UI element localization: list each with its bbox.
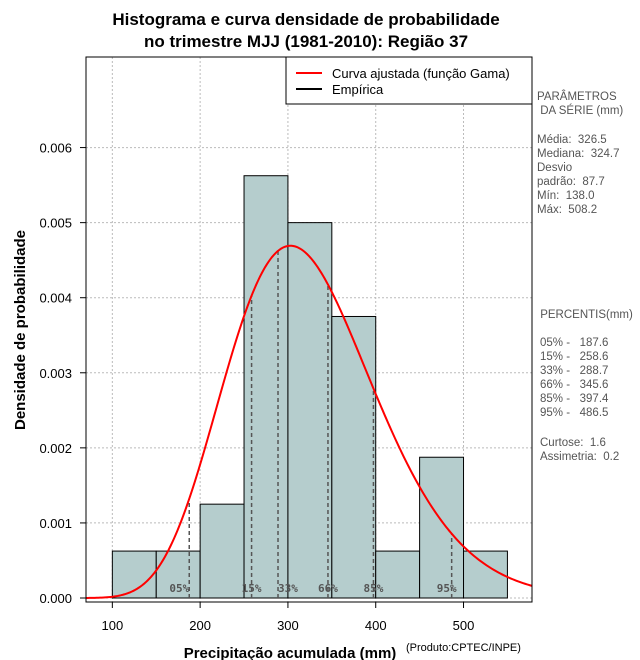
y-tick-label-4: 0.004 bbox=[39, 291, 72, 306]
param-median: Mediana: 324.7 bbox=[537, 148, 619, 160]
y-tick-label-3: 0.003 bbox=[39, 366, 72, 381]
y-tick-label-0: 0.000 bbox=[39, 591, 72, 606]
histogram-bars bbox=[111, 175, 508, 599]
percentile-label-5: 95% bbox=[437, 582, 457, 595]
stat-kurtosis: Curtose: 1.6 bbox=[540, 437, 606, 449]
legend: Curva ajustada (função Gama) Empírica bbox=[285, 56, 533, 105]
percentile-15: 15% - 258.6 bbox=[540, 351, 608, 363]
y-tick-label-2: 0.002 bbox=[39, 441, 72, 456]
gamma-fit-curve bbox=[85, 244, 533, 599]
param-min: Mín: 138.0 bbox=[537, 190, 595, 202]
percentile-label-2: 33% bbox=[278, 582, 298, 595]
param-sd-line1: Desvio bbox=[537, 162, 572, 174]
histogram-bar-7 bbox=[419, 456, 465, 599]
percentile-labels: 05% 15% 33% 66% 85% 95% bbox=[169, 582, 457, 595]
param-max: Máx: 508.2 bbox=[537, 204, 597, 216]
histogram-bar-3 bbox=[243, 175, 289, 599]
percentile-66: 66% - 345.6 bbox=[540, 379, 608, 391]
legend-label-empirical: Empírica bbox=[332, 82, 384, 97]
x-tick-label-2: 300 bbox=[277, 618, 299, 633]
histogram-bar-2 bbox=[199, 503, 245, 599]
gamma-curve-group bbox=[85, 244, 533, 599]
percentile-label-1: 15% bbox=[242, 582, 262, 595]
y-tick-label-6: 0.006 bbox=[39, 141, 72, 156]
credit-text: (Produto:CPTEC/INPE) bbox=[406, 642, 521, 654]
stat-skewness: Assimetria: 0.2 bbox=[540, 451, 619, 463]
y-axis-ticks: 0.000 0.001 0.002 0.003 0.004 0.005 0.006 bbox=[39, 141, 86, 606]
x-axis-ticks: 100 200 300 400 500 bbox=[101, 602, 474, 633]
y-tick-label-1: 0.001 bbox=[39, 516, 72, 531]
chart-title-line1: Histograma e curva densidade de probabil… bbox=[112, 10, 499, 29]
x-tick-label-4: 500 bbox=[453, 618, 475, 633]
legend-label-curve: Curva ajustada (função Gama) bbox=[332, 66, 510, 81]
percentile-label-4: 85% bbox=[364, 582, 384, 595]
y-tick-label-5: 0.005 bbox=[39, 216, 72, 231]
x-tick-label-1: 200 bbox=[189, 618, 211, 633]
percentile-33: 33% - 288.7 bbox=[540, 365, 608, 377]
percentile-95: 95% - 486.5 bbox=[540, 407, 608, 419]
parameters-title-line2: DA SÉRIE (mm) bbox=[537, 104, 623, 117]
legend-box bbox=[285, 56, 533, 105]
percentile-lines bbox=[188, 250, 453, 598]
x-tick-label-3: 400 bbox=[365, 618, 387, 633]
percentile-85: 85% - 397.4 bbox=[540, 393, 609, 405]
chart-title-line2: no trimestre MJJ (1981-2010): Região 37 bbox=[144, 32, 468, 51]
y-axis-title: Densidade de probabilidade bbox=[12, 230, 29, 430]
parameters-title-line1: PARÂMETROS bbox=[537, 90, 617, 103]
x-tick-label-0: 100 bbox=[101, 618, 123, 633]
percentiles-title: PERCENTIS(mm) bbox=[537, 309, 633, 321]
percentile-label-3: 66% bbox=[318, 582, 338, 595]
parameters-panel: PARÂMETROS DA SÉRIE (mm) Média: 326.5 Me… bbox=[537, 90, 623, 216]
x-axis-title: Precipitação acumulada (mm) bbox=[184, 645, 397, 660]
histogram-bar-8 bbox=[463, 550, 508, 599]
param-sd-line2: padrão: 87.7 bbox=[537, 176, 605, 188]
histogram-bar-5 bbox=[331, 315, 377, 599]
percentile-05: 05% - 187.6 bbox=[540, 337, 608, 349]
param-mean: Média: 326.5 bbox=[537, 134, 607, 146]
percentiles-panel: PERCENTIS(mm) 05% - 187.6 15% - 258.6 33… bbox=[537, 309, 633, 463]
percentile-label-0: 05% bbox=[169, 582, 189, 595]
